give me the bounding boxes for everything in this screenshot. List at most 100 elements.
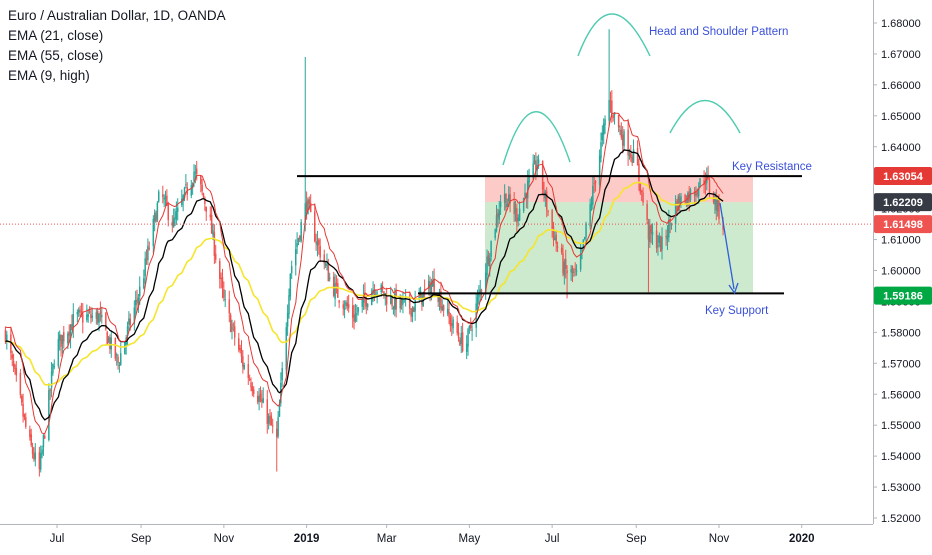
candle-body	[695, 193, 697, 197]
candle-body	[31, 446, 34, 455]
candle-body	[285, 327, 288, 370]
candle-body	[6, 334, 8, 342]
candle-body	[87, 314, 89, 317]
candle-body	[162, 194, 164, 197]
candle-body	[714, 197, 716, 205]
candle-body	[484, 272, 487, 293]
candle-body	[145, 258, 148, 260]
candle-body	[53, 366, 56, 368]
candle-body	[223, 289, 225, 298]
candle-body	[120, 353, 122, 365]
candle-body	[153, 212, 156, 222]
candle-body	[400, 297, 403, 306]
candle-body	[88, 311, 91, 313]
symbol-title[interactable]: Euro / Australian Dollar, 1D, OANDA	[8, 8, 226, 23]
y-tick-label: 1.66000	[881, 80, 921, 92]
candle-body	[118, 364, 121, 366]
candle-body	[4, 329, 7, 342]
candle-body	[446, 308, 449, 314]
candle-body	[300, 222, 302, 242]
candle-body	[12, 361, 15, 367]
candle-body	[619, 129, 621, 131]
x-tick-label: Jul	[50, 533, 65, 545]
candle-body	[621, 134, 624, 146]
candle-body	[309, 202, 312, 213]
candle-body	[666, 235, 669, 240]
candle-body	[38, 452, 41, 470]
ema-21-label[interactable]: EMA (21, close)	[8, 28, 104, 43]
candle-body	[611, 100, 613, 114]
candle-body	[44, 435, 46, 439]
candle-body	[581, 248, 583, 252]
candle-body	[543, 190, 545, 196]
candle-body	[684, 194, 686, 203]
candle-body	[505, 193, 507, 209]
candle-body	[579, 253, 582, 270]
candle-body	[267, 415, 270, 424]
candle-body	[20, 395, 23, 403]
candle-body	[413, 307, 415, 312]
candle-body	[29, 429, 31, 437]
candle-body	[110, 337, 113, 350]
candle-body	[240, 350, 243, 357]
candle-body	[562, 252, 564, 274]
candle-body	[68, 331, 70, 336]
candle-body	[585, 223, 587, 237]
candle-body	[617, 114, 620, 128]
candle-body	[144, 258, 146, 277]
candle-body	[76, 311, 79, 315]
candle-body	[190, 185, 193, 196]
candle-body	[442, 305, 445, 311]
candle-body	[460, 332, 463, 345]
candle-body	[134, 299, 137, 306]
annotation-support: Key Support	[705, 305, 769, 317]
candle-body	[128, 318, 130, 325]
candle-body	[590, 202, 593, 206]
candle-body	[514, 208, 517, 213]
candle-body	[242, 356, 244, 367]
candle-body	[228, 299, 231, 314]
candle-body	[507, 194, 510, 202]
candle-body	[488, 257, 491, 267]
candle-body	[554, 237, 556, 241]
candle-body	[718, 201, 720, 220]
y-tick-label: 1.65000	[881, 111, 921, 123]
candle-body	[427, 280, 430, 289]
candle-body	[335, 282, 338, 285]
candle-body	[513, 202, 515, 215]
candle-body	[289, 273, 292, 297]
candle-body	[487, 255, 490, 265]
candle-body	[69, 325, 72, 339]
ema-55-label[interactable]: EMA (55, close)	[8, 48, 104, 63]
candle-body	[15, 367, 18, 376]
candle-body	[337, 283, 339, 298]
candle-body	[452, 319, 454, 329]
candle-body	[90, 313, 92, 318]
candle-body	[467, 329, 469, 347]
candle-body	[315, 242, 317, 244]
candle-body	[214, 253, 217, 260]
candle-body	[50, 371, 53, 388]
candle-body	[640, 190, 643, 192]
ema-9-label[interactable]: EMA (9, high)	[8, 68, 90, 83]
candle-body	[647, 221, 650, 240]
candle-body	[80, 310, 83, 313]
candle-body	[715, 199, 718, 211]
candle-body	[183, 187, 186, 199]
candle-body	[252, 389, 255, 394]
candle-body	[182, 195, 184, 201]
candle-body	[262, 398, 264, 403]
candle-body	[67, 333, 69, 343]
candle-body	[270, 415, 273, 426]
candle-body	[105, 312, 107, 330]
candle-body	[129, 318, 132, 326]
candle-body	[674, 202, 677, 225]
candle-body	[486, 256, 488, 276]
candle-body	[376, 292, 378, 294]
candle-body	[571, 266, 574, 273]
candle-body	[259, 393, 262, 402]
candle-body	[202, 193, 205, 198]
candle-body	[394, 293, 396, 310]
